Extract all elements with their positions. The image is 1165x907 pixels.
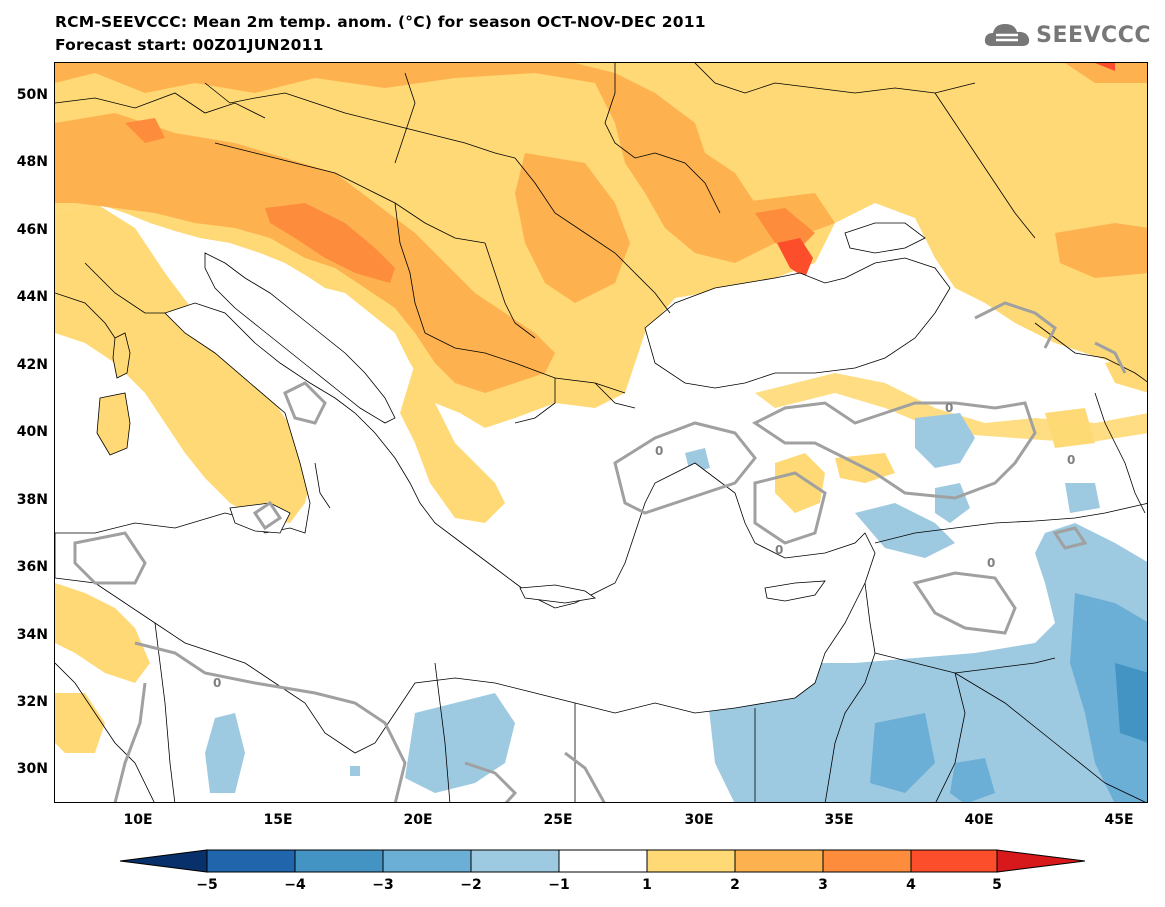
black-sea bbox=[644, 257, 951, 389]
anomaly-2-3-fill bbox=[55, 63, 1147, 393]
lon-label: 30E bbox=[684, 812, 714, 828]
lat-label: 48N bbox=[16, 154, 48, 170]
colorbar-label: 3 bbox=[818, 877, 828, 893]
colorbar bbox=[119, 849, 1086, 873]
sardinia bbox=[96, 392, 131, 456]
colorbar-segment bbox=[382, 849, 472, 873]
colorbar-label: −1 bbox=[548, 877, 570, 893]
lat-label: 46N bbox=[16, 222, 48, 238]
colorbar-max-triangle bbox=[996, 849, 1086, 873]
lon-label: 20E bbox=[403, 812, 433, 828]
country-borders bbox=[55, 63, 1147, 802]
lon-label: 10E bbox=[123, 812, 153, 828]
lon-label: 45E bbox=[1104, 812, 1134, 828]
map-title: RCM-SEEVCCC: Mean 2m temp. anom. (°C) fo… bbox=[55, 13, 706, 31]
contour-zero-label: 0 bbox=[945, 401, 953, 415]
colorbar-segment bbox=[294, 849, 384, 873]
lat-label: 36N bbox=[16, 559, 48, 575]
lat-label: 34N bbox=[16, 627, 48, 643]
lon-label: 40E bbox=[964, 812, 994, 828]
zero-contours bbox=[73, 301, 1127, 802]
lat-label: 50N bbox=[16, 87, 48, 103]
colorbar-segment bbox=[822, 849, 912, 873]
anomaly-neg-3-4-fill bbox=[1115, 663, 1147, 743]
colorbar-label: 5 bbox=[992, 877, 1002, 893]
contour-zero-label: 0 bbox=[213, 676, 221, 690]
lat-label: 38N bbox=[16, 492, 48, 508]
cyprus bbox=[764, 580, 826, 602]
contour-zero-label: 0 bbox=[1067, 453, 1075, 467]
colorbar-label: −4 bbox=[284, 877, 306, 893]
contour-zero-label: 0 bbox=[655, 444, 663, 458]
azov-sea bbox=[844, 222, 926, 254]
colorbar-segment bbox=[910, 849, 998, 873]
lat-label: 30N bbox=[16, 761, 48, 777]
colorbar-min-triangle bbox=[119, 849, 208, 873]
lat-label: 40N bbox=[16, 424, 48, 440]
colorbar-label: 4 bbox=[906, 877, 916, 893]
contour-zero-label: 0 bbox=[987, 556, 995, 570]
corsica bbox=[112, 332, 131, 379]
colorbar-label: 1 bbox=[642, 877, 652, 893]
logo-text: SEEVCCC bbox=[1036, 22, 1151, 48]
contour-zero-label: 0 bbox=[775, 543, 783, 557]
colorbar-segment bbox=[206, 849, 296, 873]
colorbar-segment bbox=[558, 849, 648, 873]
lat-label: 42N bbox=[16, 357, 48, 373]
lon-label: 15E bbox=[263, 812, 293, 828]
lat-label: 44N bbox=[16, 289, 48, 305]
mediterranean-sea bbox=[55, 302, 876, 754]
colorbar-segment bbox=[646, 849, 736, 873]
contour-labels: 0 0 0 0 0 0 bbox=[213, 401, 1075, 690]
colorbar-label: −2 bbox=[460, 877, 482, 893]
colorbar-label: −5 bbox=[196, 877, 218, 893]
crete bbox=[519, 584, 597, 604]
anomaly-map: 0 0 0 0 0 0 bbox=[54, 62, 1148, 803]
colorbar-label: 2 bbox=[730, 877, 740, 893]
forecast-start-label: Forecast start: 00Z01JUN2011 bbox=[55, 36, 324, 54]
cloud-icon bbox=[985, 24, 1030, 46]
anomaly-neg-2-3-fill bbox=[870, 593, 1147, 802]
lon-label: 35E bbox=[824, 812, 854, 828]
anomaly-4-5-fill bbox=[777, 63, 1115, 278]
lat-label: 32N bbox=[16, 694, 48, 710]
islands bbox=[96, 332, 826, 604]
map-canvas: 0 0 0 0 0 0 bbox=[55, 63, 1147, 802]
seevccc-logo: SEEVCCC bbox=[982, 20, 1151, 50]
adriatic-sea bbox=[204, 252, 396, 424]
sea-mask bbox=[55, 222, 951, 754]
lon-label: 25E bbox=[543, 812, 573, 828]
colorbar-segment bbox=[734, 849, 824, 873]
colorbar-segment bbox=[470, 849, 560, 873]
colorbar-label: −3 bbox=[372, 877, 394, 893]
